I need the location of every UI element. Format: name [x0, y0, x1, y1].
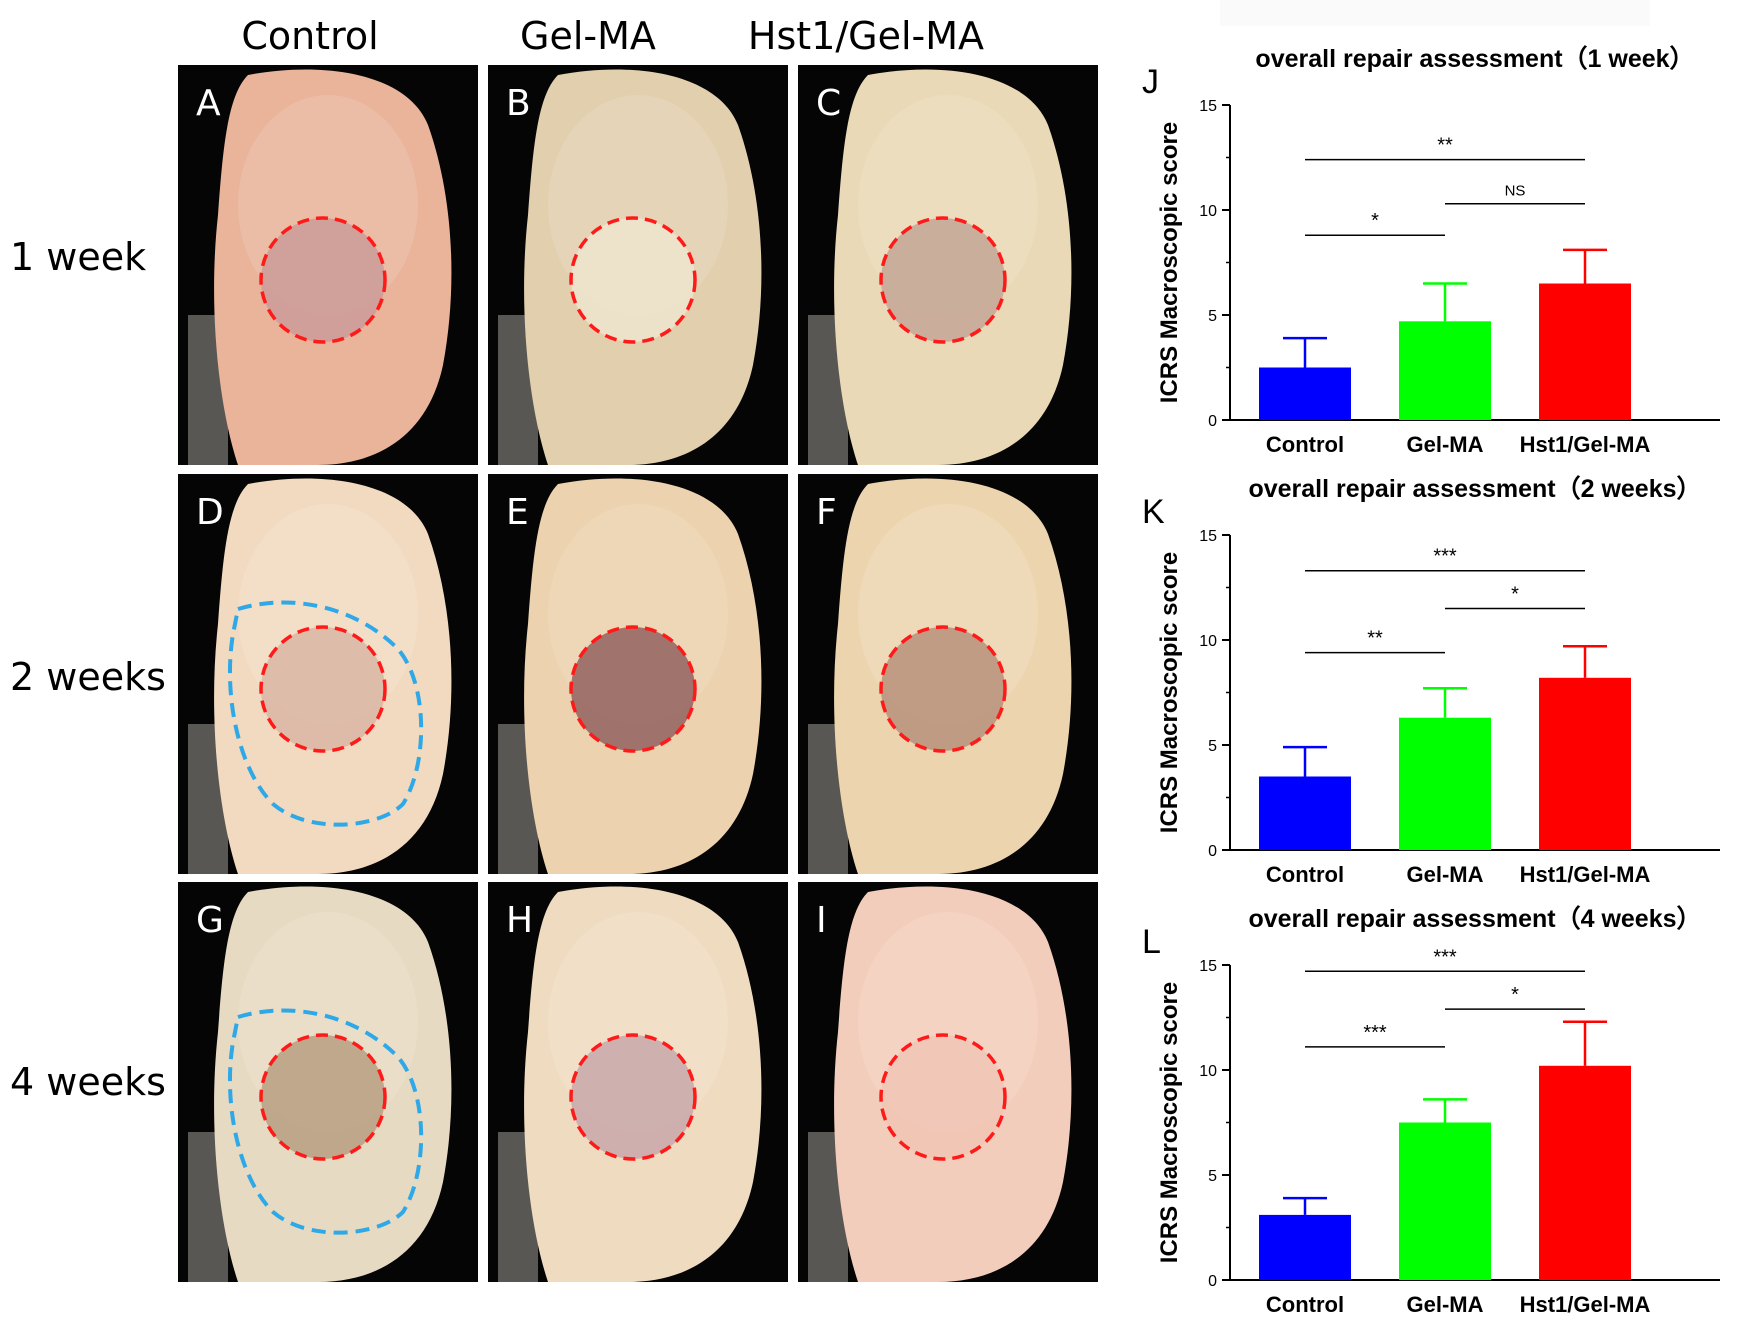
- y-axis-label: ICRS Macroscopic score: [1156, 122, 1183, 403]
- photo-panel-e: E: [488, 474, 788, 874]
- significance-label: *: [1511, 584, 1519, 606]
- defect-area: [261, 1035, 385, 1159]
- significance-label: **: [1437, 135, 1453, 157]
- chart-title: overall repair assessment（4 weeks）: [1248, 904, 1701, 933]
- y-axis-label: ICRS Macroscopic score: [1156, 552, 1183, 833]
- column-label-control: Control: [241, 14, 379, 58]
- y-tick-label: 10: [1199, 1063, 1217, 1080]
- significance-label: ***: [1363, 1022, 1387, 1044]
- photo-letter-h: H: [506, 900, 534, 941]
- defect-circle-outline: [569, 625, 697, 753]
- x-tick-label: Hst1/Gel-MA: [1520, 1292, 1651, 1317]
- x-tick-label: Gel-MA: [1407, 1292, 1484, 1317]
- significance-label: ***: [1433, 946, 1457, 968]
- y-tick-label: 15: [1199, 958, 1217, 975]
- repair-region-outline: [227, 1008, 424, 1235]
- chart-title: overall repair assessment（2 weeks）: [1248, 474, 1701, 503]
- bar-gel-ma: [1399, 321, 1491, 420]
- defect-area: [881, 218, 1005, 342]
- x-tick-label: Control: [1266, 1292, 1344, 1317]
- photo-letter-c: C: [816, 83, 842, 124]
- y-tick-label: 0: [1208, 843, 1217, 860]
- row-label-2-weeks: 2 weeks: [10, 655, 166, 699]
- photo-letter-g: G: [196, 900, 224, 941]
- x-tick-label: Gel-MA: [1407, 432, 1484, 457]
- significance-label: NS: [1505, 183, 1526, 200]
- significance-label: **: [1367, 628, 1383, 650]
- significance-label: ***: [1433, 546, 1457, 568]
- defect-area: [571, 1035, 695, 1159]
- photo-letter-e: E: [506, 492, 529, 533]
- photo-letter-d: D: [196, 492, 224, 533]
- photo-letter-a: A: [196, 83, 221, 124]
- y-tick-label: 5: [1208, 738, 1217, 755]
- bar-gel-ma: [1399, 1122, 1491, 1280]
- column-label-gelma: Gel-MA: [520, 14, 656, 58]
- defect-circle-outline: [879, 1033, 1007, 1161]
- y-tick-label: 15: [1199, 528, 1217, 545]
- bar-hst1-gel-ma: [1539, 677, 1631, 850]
- bar-control: [1259, 776, 1351, 850]
- x-tick-label: Hst1/Gel-MA: [1520, 862, 1651, 887]
- defect-area: [881, 1035, 1005, 1159]
- bar-hst1-gel-ma: [1539, 1065, 1631, 1280]
- defect-circle-outline: [879, 625, 1007, 753]
- photo-panel-d: D: [178, 474, 478, 874]
- repair-region-outline: [227, 600, 424, 827]
- y-tick-label: 10: [1199, 633, 1217, 650]
- panel-letter-j: J: [1142, 63, 1159, 101]
- defect-circle-outline: [259, 1033, 387, 1161]
- defect-circle-outline: [259, 216, 387, 344]
- y-tick-label: 5: [1208, 1168, 1217, 1185]
- bar-control: [1259, 367, 1351, 420]
- y-tick-label: 15: [1199, 98, 1217, 115]
- defect-area: [261, 627, 385, 751]
- photo-letter-i: I: [816, 900, 827, 941]
- significance-label: *: [1371, 210, 1379, 232]
- photo-panel-c: C: [798, 65, 1098, 465]
- photo-panel-g: G: [178, 882, 478, 1282]
- column-label-hst1: Hst1/Gel-MA: [747, 14, 985, 58]
- bar-gel-ma: [1399, 717, 1491, 850]
- y-tick-label: 0: [1208, 413, 1217, 430]
- panel-letter-k: K: [1142, 493, 1165, 531]
- bar-control: [1259, 1214, 1351, 1280]
- y-tick-label: 10: [1199, 203, 1217, 220]
- photo-panel-i: I: [798, 882, 1098, 1282]
- defect-area: [261, 218, 385, 342]
- photo-panel-a: A: [178, 65, 478, 465]
- defect-area: [881, 627, 1005, 751]
- defect-circle-outline: [569, 1033, 697, 1161]
- chart-title: overall repair assessment（1 week）: [1255, 44, 1694, 73]
- photo-letter-f: F: [816, 492, 837, 533]
- x-tick-label: Hst1/Gel-MA: [1520, 432, 1651, 457]
- defect-circle-outline: [879, 216, 1007, 344]
- defect-circle-outline: [569, 216, 697, 344]
- photo-panel-h: H: [488, 882, 788, 1282]
- x-tick-label: Control: [1266, 432, 1344, 457]
- y-axis-label: ICRS Macroscopic score: [1156, 982, 1183, 1263]
- significance-label: *: [1511, 984, 1519, 1006]
- row-label-4-weeks: 4 weeks: [10, 1060, 166, 1104]
- row-label-1-week: 1 week: [10, 235, 147, 279]
- x-tick-label: Gel-MA: [1407, 862, 1484, 887]
- y-tick-label: 5: [1208, 308, 1217, 325]
- photo-panel-f: F: [798, 474, 1098, 874]
- top-edge-band: [1220, 0, 1650, 26]
- defect-area: [571, 218, 695, 342]
- defect-circle-outline: [259, 625, 387, 753]
- y-tick-label: 0: [1208, 1273, 1217, 1290]
- bar-hst1-gel-ma: [1539, 283, 1631, 420]
- photo-panel-b: B: [488, 65, 788, 465]
- photo-letter-b: B: [506, 83, 531, 124]
- x-tick-label: Control: [1266, 862, 1344, 887]
- panel-letter-l: L: [1142, 923, 1161, 961]
- defect-area: [571, 627, 695, 751]
